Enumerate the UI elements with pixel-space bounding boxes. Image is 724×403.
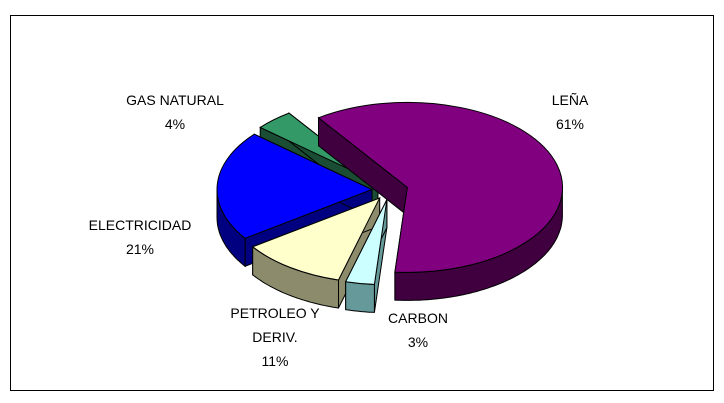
slice-label: LEÑA 61% [514,88,626,136]
slice [344,199,388,313]
slice-top [216,133,374,239]
value-label: 21% [125,241,155,257]
slice [251,197,381,309]
value-label: 4% [164,116,186,132]
slice-top [251,197,381,281]
slice [216,133,374,268]
slice [317,101,564,301]
slice-label: ELECTRICIDAD 21% [84,213,196,261]
value-label: 3% [407,334,429,350]
slice-top [344,199,388,285]
slice-label: CARBON 3% [362,306,474,354]
category-label: CARBON [388,310,448,326]
category-label: PETROLEO Y DERIV. [230,305,320,345]
slice-top [317,101,564,273]
category-label: ELECTRICIDAD [88,217,192,233]
category-label: GAS NATURAL [126,92,224,108]
value-label: 61% [555,116,585,132]
category-label: LEÑA [551,92,589,108]
slice-label: PETROLEO Y DERIV. 11% [219,301,331,373]
slice-label: GAS NATURAL 4% [119,88,231,136]
value-label: 11% [261,353,289,369]
